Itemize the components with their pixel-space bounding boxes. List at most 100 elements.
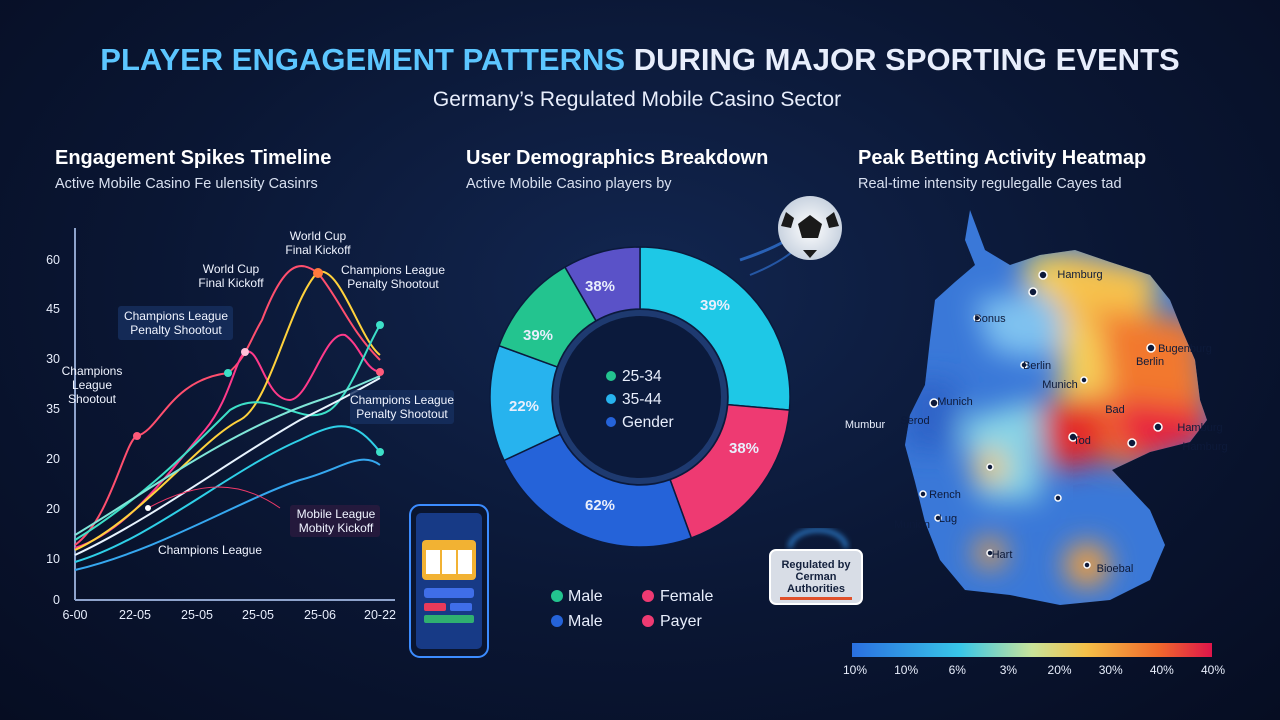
x-label: 6-00 (62, 608, 87, 622)
city-label: Bonus (974, 313, 1006, 325)
legend-item: Male (568, 613, 603, 630)
badge: Regulated by Cerman Authorities (769, 528, 863, 605)
y-label: 60 (46, 253, 60, 267)
legend-item: 35-44 (622, 391, 662, 408)
segment-label: 22% (509, 398, 539, 415)
heatmap-map (905, 210, 1207, 605)
annotation: Penalty Shootout (347, 277, 439, 291)
annotation: Champions League (158, 543, 262, 557)
y-label: 0 (53, 593, 60, 607)
city-label: Munich (1042, 379, 1077, 391)
annotation: Champions League (350, 393, 454, 407)
x-label: 25-05 (242, 608, 274, 622)
city-label: Munion (894, 519, 930, 531)
city-label: Tod (1073, 435, 1091, 447)
segment-label: 38% (585, 278, 615, 295)
annotation: Mobity Kickoff (299, 521, 374, 535)
panel-title: Peak Betting Activity Heatmap (858, 147, 1146, 169)
legend-item: Gender (622, 414, 674, 431)
title-rest: DURING MAJOR SPORTING EVENTS (634, 42, 1180, 77)
annotation: Mobile League (297, 507, 376, 521)
annotation: League (72, 378, 112, 392)
x-label: 25-05 (181, 608, 213, 622)
donut-hole (553, 310, 727, 484)
scale-label: 30% (1099, 663, 1123, 677)
city-label: Hamburg (1177, 422, 1222, 434)
series-line (74, 458, 381, 571)
subtitle: Germany’s Regulated Mobile Casino Sector (433, 88, 841, 111)
phone (409, 504, 489, 658)
annotation-box (118, 306, 233, 340)
title: PLAYER ENGAGEMENT PATTERNS DURING MAJOR … (100, 42, 1179, 77)
panel-subtitle: Active Mobile Casino Fe ulensity Casinrs (55, 176, 318, 192)
donut-segment (639, 246, 791, 411)
segment-label: 39% (700, 297, 730, 314)
annotation: Champions (62, 364, 123, 378)
city-label: Hamburg (1182, 441, 1227, 453)
city-label: Serod (900, 415, 929, 427)
y-label: 45 (46, 302, 60, 316)
legend-item: Female (660, 588, 713, 605)
donut-segment (503, 433, 693, 548)
donut (489, 246, 791, 548)
legend-item: Male (568, 588, 603, 605)
x-label: 25-06 (304, 608, 336, 622)
segment-labels: 38% 39% 39% 22% 38% 62% (509, 278, 759, 514)
city-label: Hart (992, 549, 1013, 561)
scale-label: 10% (894, 663, 918, 677)
annotation: Champions League (341, 263, 445, 277)
city-dots (919, 270, 1163, 569)
annotation: World Cup (203, 262, 260, 276)
city-label: Bioebal (1097, 563, 1134, 575)
legend-item: 25-34 (622, 368, 662, 385)
scale-label: 40% (1201, 663, 1225, 677)
y-label: 35 (46, 402, 60, 416)
annotation: Shootout (68, 392, 117, 406)
scale-label: 3% (1000, 663, 1018, 677)
city-label: Bugenburg (1158, 343, 1212, 355)
y-label: 30 (46, 352, 60, 366)
series-line (74, 270, 381, 551)
soccer-ball (739, 196, 842, 276)
annotation: Penalty Shootout (356, 407, 448, 421)
city-label: Munich (937, 396, 972, 408)
annotation: Final Kickoff (198, 276, 264, 290)
annotation: World Cup (290, 229, 347, 243)
series-line (74, 377, 381, 556)
annotation: Penalty Shootout (130, 323, 222, 337)
city-label: Mumbur (845, 419, 886, 431)
title-highlight: PLAYER ENGAGEMENT PATTERNS (100, 42, 625, 77)
line-chart (74, 228, 395, 601)
annotation: Champions League (124, 309, 228, 323)
badge-text: Regulated by (781, 559, 851, 571)
segment-label: 38% (729, 440, 759, 457)
scale-label: 20% (1048, 663, 1072, 677)
badge-text: Cerman (796, 571, 837, 583)
scale-label: 10% (843, 663, 867, 677)
series-line (74, 333, 381, 549)
scale-label: 6% (949, 663, 967, 677)
city-label: Hamburg (1057, 269, 1102, 281)
series-line (74, 375, 381, 536)
series-line (74, 324, 381, 541)
city-label: Berlin (1023, 360, 1051, 372)
city-label: Berlin (1136, 356, 1164, 368)
city-label: Rench (929, 489, 961, 501)
leader-line (147, 486, 281, 509)
segment-label: 39% (523, 327, 553, 344)
panel-subtitle: Active Mobile Casino players by (466, 176, 672, 192)
y-label: 20 (46, 502, 60, 516)
city-labels: HamburgBonusBerlinMunichBugenburgBerlinM… (845, 269, 1228, 575)
badge-text: Authorities (787, 583, 845, 595)
y-label: 20 (46, 452, 60, 466)
annotation-box (350, 390, 454, 424)
legend: Male Female Male Payer (551, 588, 713, 630)
x-label: 20-22 (364, 608, 396, 622)
markers (133, 268, 384, 511)
scale-label: 40% (1150, 663, 1174, 677)
panel-title: User Demographics Breakdown (466, 147, 768, 169)
y-label: 10 (46, 552, 60, 566)
annotation-box (290, 505, 380, 537)
segment-label: 62% (585, 497, 615, 514)
